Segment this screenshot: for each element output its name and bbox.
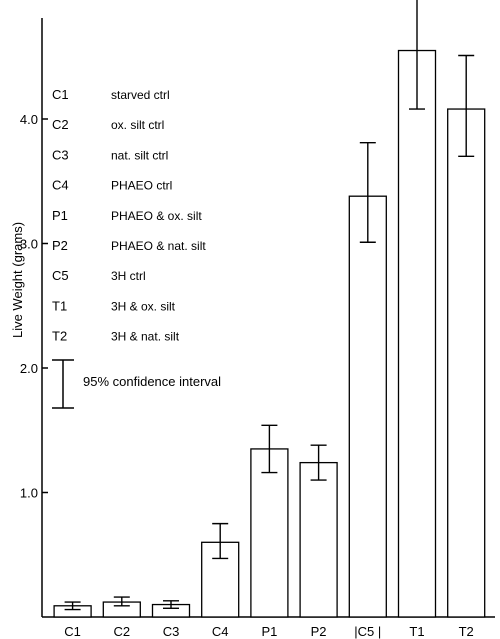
legend-code: P1: [52, 208, 68, 223]
legend-entry: C4 PHAEO ctrl: [52, 178, 172, 193]
y-tick-label: 1.0: [20, 486, 38, 501]
legend: C1 starved ctrl C2 ox. silt ctrl C3 nat. silt…: [52, 87, 221, 409]
x-tick-label: P2: [311, 624, 327, 639]
bar-6: [299, 461, 338, 618]
error-bar-6: [310, 444, 327, 481]
bar-5: [250, 448, 289, 618]
legend-description: nat. silt ctrl: [111, 148, 168, 162]
legend-entry: P1 PHAEO & ox. silt: [52, 208, 202, 223]
legend-code: C3: [52, 147, 69, 162]
error-bar-9: [458, 54, 475, 158]
legend-code: T1: [52, 298, 67, 313]
legend-entry: C5 3H ctrl: [52, 268, 146, 283]
error-bars-group: [64, 0, 475, 611]
y-tick-labels: 1.0 2.0 3.0 4.0: [20, 112, 38, 501]
legend-description: starved ctrl: [111, 88, 170, 102]
y-tick-label: 3.0: [20, 237, 38, 252]
legend-description: PHAEO ctrl: [111, 179, 172, 193]
error-bar-2: [113, 596, 130, 607]
legend-code: C5: [52, 268, 69, 283]
x-tick-label: C3: [163, 624, 180, 639]
legend-description: 3H ctrl: [111, 269, 146, 283]
error-bar-3: [163, 600, 179, 609]
x-tick-label: C1: [64, 624, 81, 639]
y-tick-label: 4.0: [20, 112, 38, 127]
x-tick-label: C2: [113, 624, 130, 639]
error-bar-7: [359, 141, 376, 243]
y-tick-label: 2.0: [20, 361, 38, 376]
x-tick-label: P1: [261, 624, 277, 639]
legend-code: C4: [52, 178, 69, 193]
legend-entry: T2 3H & nat. silt: [52, 329, 180, 344]
x-tick-label: |C5 |: [354, 624, 381, 639]
legend-code: C2: [52, 117, 69, 132]
legend-code: P2: [52, 238, 68, 253]
ci-legend-label: 95% confidence interval: [83, 374, 221, 389]
legend-code: T2: [52, 329, 67, 344]
ci-legend: 95% confidence interval: [52, 359, 221, 409]
x-tick-label: T2: [459, 624, 474, 639]
y-axis-label: Live Weight (grams): [10, 222, 25, 338]
error-bar-4: [212, 522, 229, 560]
legend-entry: C1 starved ctrl: [52, 87, 170, 102]
x-tick-labels: C1 C2 C3 C4 P1 P2 |C5 | T1 T2: [64, 624, 473, 639]
legend-description: ox. silt ctrl: [111, 118, 164, 132]
x-tick-label: C4: [212, 624, 229, 639]
error-bar-5: [261, 424, 278, 474]
bar-8: [397, 49, 437, 618]
bar-7: [348, 195, 387, 618]
error-bar-1: [64, 601, 81, 611]
legend-description: PHAEO & nat. silt: [111, 239, 206, 253]
legend-entry: T1 3H & ox. silt: [52, 298, 176, 313]
error-bar-8: [409, 0, 425, 110]
legend-description: PHAEO & ox. silt: [111, 209, 202, 223]
x-tick-label: T1: [409, 624, 424, 639]
bar-9: [447, 108, 486, 618]
legend-entry: C3 nat. silt ctrl: [52, 147, 168, 162]
legend-description: 3H & ox. silt: [111, 299, 176, 313]
legend-entry: P2 PHAEO & nat. silt: [52, 238, 206, 253]
legend-entry: C2 ox. silt ctrl: [52, 117, 164, 132]
legend-description: 3H & nat. silt: [111, 330, 180, 344]
legend-code: C1: [52, 87, 69, 102]
bars-group: [53, 49, 486, 618]
